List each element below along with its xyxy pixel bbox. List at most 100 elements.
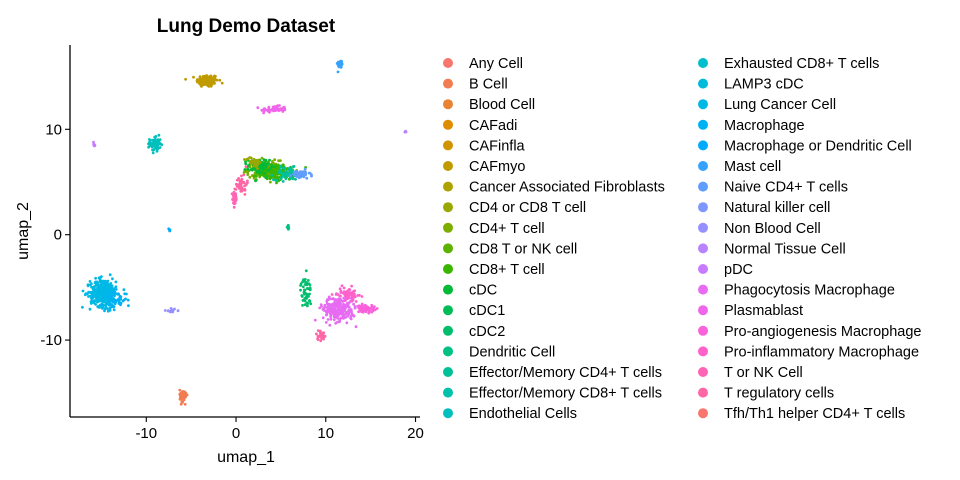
data-point xyxy=(304,173,307,177)
data-point xyxy=(88,307,92,311)
data-point xyxy=(363,303,367,307)
legend-label: cDC1 xyxy=(469,303,505,319)
data-point xyxy=(267,108,271,112)
data-point xyxy=(313,318,317,322)
data-point xyxy=(262,158,266,162)
data-point xyxy=(240,174,243,178)
data-point xyxy=(266,168,270,172)
data-point xyxy=(98,280,102,284)
data-point xyxy=(308,288,312,291)
data-point xyxy=(289,176,292,180)
data-point xyxy=(342,302,345,306)
data-point xyxy=(274,171,278,175)
legend-item: Naive CD4+ T cells xyxy=(698,180,848,196)
data-point xyxy=(291,177,295,181)
legend-swatch xyxy=(698,408,708,419)
legend-label: pDC xyxy=(724,262,753,278)
data-point xyxy=(276,104,280,107)
data-point xyxy=(110,292,113,296)
data-point xyxy=(344,316,348,319)
data-point xyxy=(352,314,356,318)
legend-item: CD8+ T cell xyxy=(443,262,545,278)
data-point xyxy=(243,168,247,171)
data-point xyxy=(182,398,186,402)
data-point xyxy=(332,314,336,317)
data-point xyxy=(352,290,355,293)
data-point xyxy=(336,293,340,296)
data-point xyxy=(260,108,264,112)
data-point xyxy=(357,304,361,308)
legend-label: LAMP3 cDC xyxy=(724,77,804,93)
legend-swatch xyxy=(443,78,453,89)
data-point xyxy=(268,177,272,181)
data-point xyxy=(234,199,238,202)
data-point xyxy=(320,333,324,337)
data-point xyxy=(86,284,90,288)
cluster-14 xyxy=(285,224,291,231)
data-point xyxy=(119,295,123,299)
legend-swatch xyxy=(443,367,453,377)
data-point xyxy=(81,305,84,309)
legend-item: Lung Cancer Cell xyxy=(698,97,836,113)
data-point xyxy=(101,303,105,307)
y-tick-label: 0 xyxy=(54,227,62,244)
data-point xyxy=(106,282,110,286)
data-point xyxy=(305,176,309,180)
data-point xyxy=(98,291,102,295)
y-tick-label: -10 xyxy=(40,332,62,349)
cluster-10 xyxy=(288,167,313,180)
data-point xyxy=(272,109,275,113)
legend-label: T regulatory cells xyxy=(724,386,834,402)
data-point xyxy=(147,142,150,146)
legend-item: Exhausted CD8+ T cells xyxy=(698,56,879,72)
data-point xyxy=(122,298,126,302)
data-point xyxy=(271,160,274,163)
data-point xyxy=(303,299,307,303)
data-point xyxy=(181,396,185,399)
legend-label: CD8+ T cell xyxy=(469,262,545,278)
legend-label: Mast cell xyxy=(724,159,781,175)
data-point xyxy=(96,305,100,309)
data-point xyxy=(176,309,180,313)
data-point xyxy=(244,165,248,169)
data-point xyxy=(322,309,326,312)
data-point xyxy=(367,310,371,314)
legend-item: Cancer Associated Fibroblasts xyxy=(443,180,665,196)
data-point xyxy=(107,289,110,293)
legend-swatch xyxy=(443,346,453,357)
data-point xyxy=(272,178,275,182)
data-point xyxy=(98,299,102,303)
data-point xyxy=(90,296,93,300)
data-point xyxy=(198,75,202,78)
data-point xyxy=(321,316,325,320)
data-point xyxy=(157,133,161,137)
data-point xyxy=(105,295,109,299)
data-point xyxy=(305,294,309,298)
data-point xyxy=(245,158,249,161)
data-point xyxy=(300,170,304,174)
data-point xyxy=(100,282,104,285)
legend-item: cDC1 xyxy=(443,303,505,319)
cluster-15 xyxy=(167,227,172,233)
data-point xyxy=(305,287,309,290)
data-point xyxy=(117,297,121,301)
legend-swatch xyxy=(443,243,453,254)
data-point xyxy=(232,190,236,194)
data-point xyxy=(302,290,306,294)
data-point xyxy=(244,160,247,164)
legend-label: Endothelial Cells xyxy=(469,406,577,422)
data-point xyxy=(336,70,340,74)
data-point xyxy=(304,269,308,273)
legend-swatch xyxy=(443,181,453,192)
legend-swatch xyxy=(698,78,708,89)
data-point xyxy=(126,298,130,302)
data-point xyxy=(106,279,110,283)
data-point xyxy=(345,294,348,298)
legend-item: Natural killer cell xyxy=(698,200,830,216)
data-point xyxy=(105,287,108,290)
legend-item: Effector/Memory CD4+ T cells xyxy=(443,365,662,381)
cluster-5 xyxy=(403,129,408,134)
data-point xyxy=(242,181,246,185)
data-point xyxy=(109,288,113,291)
